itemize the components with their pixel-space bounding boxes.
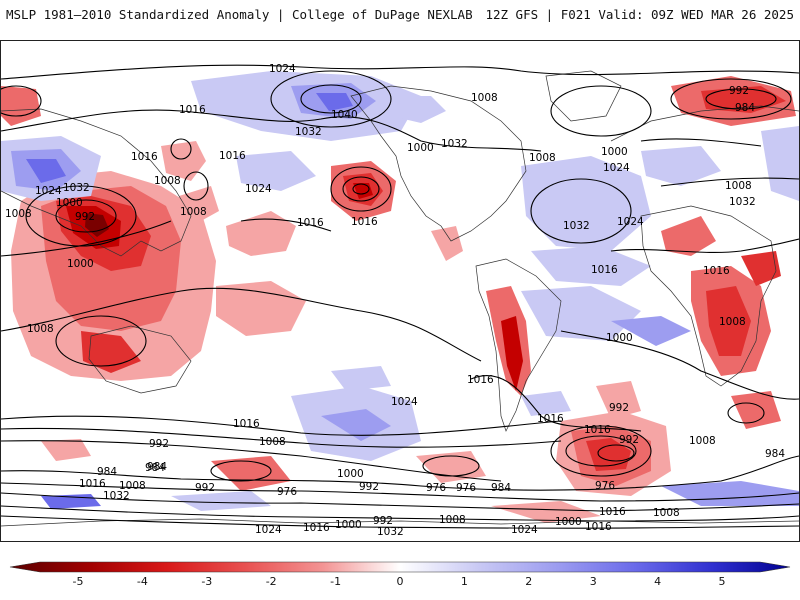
isobar-label: 1008 <box>5 208 32 220</box>
isobar-label: 1016 <box>219 150 246 162</box>
isobar-label: 1024 <box>245 183 272 195</box>
isobar-label: 1008 <box>439 514 466 526</box>
isobar-label: 1016 <box>79 478 106 490</box>
isobar-label: 1032 <box>295 126 322 138</box>
isobar-label: 992 <box>729 85 749 97</box>
isobar-labels: 1024 1040 1032 1016 1008 1000 992 984 97… <box>5 63 785 538</box>
isobar-label: 1032 <box>103 490 130 502</box>
colorbar-tick-label: -2 <box>265 575 277 588</box>
isobar-label: 1016 <box>179 104 206 116</box>
isobar-label: 1016 <box>467 374 494 386</box>
isobar-label: 976 <box>456 482 476 494</box>
isobar-label: 992 <box>149 438 169 450</box>
isobar-label: 1016 <box>703 265 730 277</box>
isobar-label: 1016 <box>599 506 626 518</box>
colorbar <box>0 560 800 600</box>
isobar-label: 992 <box>359 481 379 493</box>
model-run-info: 12Z GFS | F021 Valid: 09Z WED MAR 26 202… <box>485 7 794 22</box>
isobar-label: 984 <box>145 462 165 474</box>
colorbar-tick-label: -1 <box>330 575 342 588</box>
isobar-label: 1024 <box>35 185 62 197</box>
isobar-label: 1000 <box>335 519 362 531</box>
colorbar-tick-label: 0 <box>396 575 404 588</box>
isobar-label: 1016 <box>131 151 158 163</box>
isobar-label: 992 <box>619 434 639 446</box>
isobar-label: 1008 <box>119 480 146 492</box>
isobar-label: 1032 <box>563 220 590 232</box>
map-title: MSLP 1981–2010 Standardized Anomaly | Co… <box>6 7 473 22</box>
isobar-label: 976 <box>426 482 446 494</box>
isobar-label: 984 <box>491 482 511 494</box>
isobar-label: 1024 <box>391 396 418 408</box>
isobar-label: 1040 <box>331 109 358 121</box>
isobar-label: 992 <box>195 482 215 494</box>
isobar-label: 1016 <box>584 424 611 436</box>
isobar-label: 1008 <box>653 507 680 519</box>
anomaly-map[interactable]: 1024 1040 1032 1016 1008 1000 992 984 97… <box>0 40 800 542</box>
isobar-label: 1032 <box>377 526 404 538</box>
isobar-label: 984 <box>97 466 117 478</box>
colorbar-gradient <box>9 561 791 573</box>
colorbar-tick-label: -3 <box>201 575 213 588</box>
isobar-label: 1000 <box>601 146 628 158</box>
isobar-label: 1000 <box>337 468 364 480</box>
isobar-label: 1008 <box>689 435 716 447</box>
colorbar-tick-label: 5 <box>718 575 726 588</box>
isobar-label: 976 <box>277 486 297 498</box>
isobar-label: 1024 <box>603 162 630 174</box>
isobar-label: 984 <box>735 102 755 114</box>
isobar-label: 1008 <box>180 206 207 218</box>
isobar-label: 1016 <box>233 418 260 430</box>
anomaly-shading <box>1 71 799 523</box>
isobar-label: 992 <box>373 515 393 527</box>
isobar-label: 1016 <box>303 522 330 534</box>
isobar-label: 1032 <box>441 138 468 150</box>
isobar-label: 1008 <box>259 436 286 448</box>
isobar-label: 1008 <box>529 152 556 164</box>
isobar-label: 1016 <box>351 216 378 228</box>
colorbar-tick-label: -4 <box>136 575 148 588</box>
isobar-label: 1016 <box>591 264 618 276</box>
isobar-label: 984 <box>147 461 167 473</box>
isobars <box>1 64 799 529</box>
isobar-label: 1000 <box>407 142 434 154</box>
isobar-label: 984 <box>765 448 785 460</box>
isobar-label: 1024 <box>511 524 538 536</box>
isobar-label: 1000 <box>606 332 633 344</box>
colorbar-tick-label: 2 <box>525 575 533 588</box>
colorbar-tick-label: -5 <box>72 575 84 588</box>
header-bar: MSLP 1981–2010 Standardized Anomaly | Co… <box>0 0 800 30</box>
map-canvas: 1024 1040 1032 1016 1008 1000 992 984 97… <box>1 41 799 541</box>
isobar-label: 992 <box>75 211 95 223</box>
isobar-label: 1008 <box>154 175 181 187</box>
colorbar-tick-label: 3 <box>589 575 597 588</box>
isobar-label: 1008 <box>471 92 498 104</box>
isobar-label: 1024 <box>617 216 644 228</box>
isobar-label: 1016 <box>297 217 324 229</box>
isobar-label: 1000 <box>555 516 582 528</box>
isobar-label: 1032 <box>729 196 756 208</box>
isobar-label: 1024 <box>269 63 296 75</box>
colorbar-tick-label: 1 <box>460 575 468 588</box>
isobar-label: 1008 <box>725 180 752 192</box>
isobar-label: 1032 <box>63 182 90 194</box>
isobar-label: 1000 <box>56 197 83 209</box>
isobar-label: 1008 <box>27 323 54 335</box>
isobar-label: 1024 <box>255 524 282 536</box>
isobar-label: 1016 <box>585 521 612 533</box>
isobar-label: 992 <box>609 402 629 414</box>
isobar-label: 1008 <box>719 316 746 328</box>
isobar-label: 1000 <box>67 258 94 270</box>
isobar-label: 1016 <box>537 413 564 425</box>
isobar-label: 976 <box>595 480 615 492</box>
coastlines <box>1 70 799 527</box>
colorbar-tick-label: 4 <box>654 575 662 588</box>
